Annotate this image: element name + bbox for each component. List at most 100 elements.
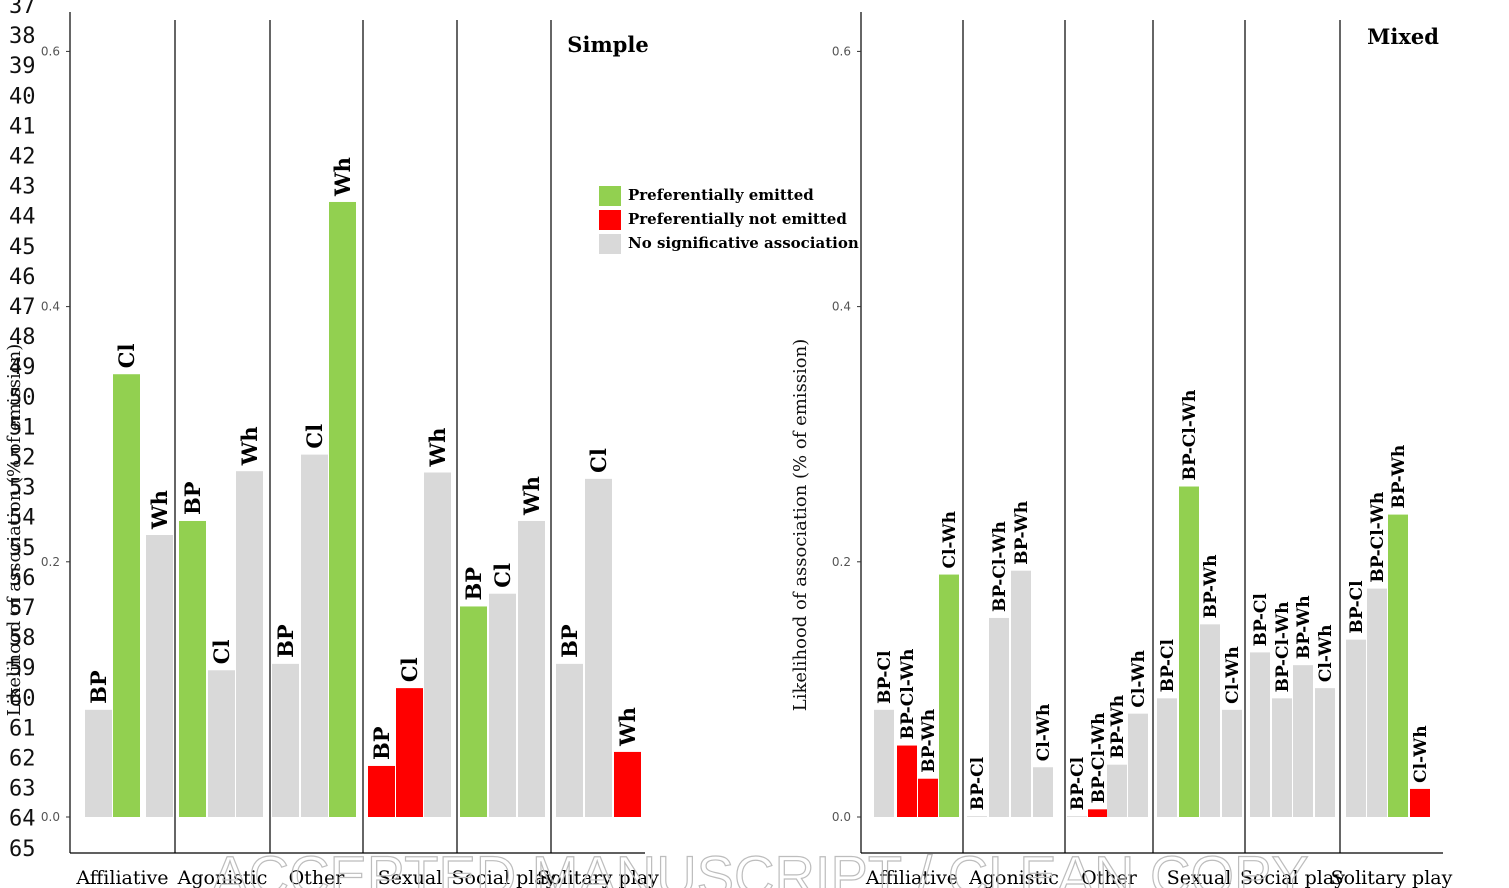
bar (989, 617, 1009, 817)
bar-label: BP-Cl-Wh (1368, 492, 1388, 583)
bar-label: BP-Wh (1201, 555, 1221, 619)
bar-label: BP-Cl (875, 650, 895, 704)
bar (113, 374, 140, 817)
bar-label: Wh (615, 707, 640, 747)
line-number: 52 (9, 446, 36, 471)
line-number: 43 (9, 175, 36, 200)
bar (1410, 788, 1430, 817)
bar (85, 709, 112, 817)
bar (1272, 698, 1292, 817)
bar (1367, 588, 1387, 817)
bar-label: BP-Cl-Wh (990, 521, 1010, 612)
bar (1033, 767, 1053, 817)
bar (329, 201, 356, 817)
category-label: Other (1081, 867, 1138, 888)
bar (897, 745, 917, 817)
bar (556, 663, 583, 817)
bar-label: BP-Cl-Wh (1180, 390, 1200, 481)
bar (1293, 665, 1313, 817)
category-label: Other (289, 867, 346, 888)
mixed-chart: 0.0 0.2 0.4 0.6 Likelihood of association (%… (790, 12, 1453, 888)
line-number: 58 (9, 626, 36, 651)
bar-label: BP-Wh (919, 709, 939, 773)
bar-label: BP (273, 624, 298, 658)
bar (967, 816, 987, 817)
bar-label: Cl (302, 424, 327, 449)
bar-label: Cl-Wh (1129, 650, 1149, 708)
y-tick-label: 0.6 (832, 44, 851, 58)
bar-label: Cl-Wh (1223, 646, 1243, 704)
line-number: 42 (9, 145, 36, 170)
line-number: 54 (9, 506, 36, 531)
category-label: Solitary play (1331, 867, 1453, 888)
category-label: Agonistic (177, 867, 268, 888)
legend-swatch (599, 186, 621, 206)
bar-label: Wh (519, 476, 544, 516)
bar (460, 606, 487, 817)
bar-label: Cl-Wh (1034, 704, 1054, 762)
line-number: 44 (9, 205, 36, 230)
bar (939, 574, 959, 817)
line-number: 53 (9, 476, 36, 501)
bar-label: Cl (490, 563, 515, 588)
y-tick-label: 0.2 (832, 555, 851, 569)
bar-label: BP (180, 481, 205, 515)
line-number: 37 (9, 0, 36, 19)
y-tick-label: 0.2 (41, 555, 60, 569)
category-label: Affiliative (865, 867, 958, 888)
y-tick-label: 0.0 (41, 810, 60, 824)
bar-label: BP-Cl (968, 756, 988, 810)
bar-label: BP-Wh (1012, 501, 1032, 565)
line-number: 50 (9, 385, 36, 410)
bar (614, 751, 641, 817)
simple-chart: 0.0 0.2 0.4 0.6 Likelihood of association (%… (4, 12, 659, 888)
line-number: 63 (9, 777, 36, 802)
line-number: 47 (9, 295, 36, 320)
line-number: 39 (9, 54, 36, 79)
bar-label: Wh (425, 428, 450, 468)
line-number: 59 (9, 656, 36, 681)
bar-label: BP-Cl (1068, 756, 1088, 810)
bar-label: BP-Wh (1294, 595, 1314, 659)
bar-label: BP-Cl (1251, 593, 1271, 647)
bar-label: Cl (397, 657, 422, 682)
y-tick-label: 0.6 (41, 44, 60, 58)
bar (874, 709, 894, 817)
chart-title: Mixed (1367, 24, 1439, 49)
bar (918, 778, 938, 817)
line-number: 45 (9, 235, 36, 260)
line-number: 48 (9, 325, 36, 350)
bar (1388, 514, 1408, 817)
bar-label: Wh (330, 157, 355, 197)
bar (179, 520, 206, 817)
bar (1346, 639, 1366, 817)
bar (1179, 486, 1199, 817)
bar (1250, 652, 1270, 817)
bar-label: BP-Wh (1389, 445, 1409, 509)
line-number: 56 (9, 566, 36, 591)
category-label: Social play (1240, 867, 1345, 888)
category-label: Sexual (378, 867, 443, 888)
bar (272, 663, 299, 817)
bar (1011, 570, 1031, 817)
line-number: 61 (9, 716, 36, 741)
category-label: Affiliative (75, 867, 168, 888)
bar (1200, 624, 1220, 817)
line-number: 51 (9, 415, 36, 440)
bar-label: BP-Wh (1108, 695, 1128, 759)
bar (368, 765, 395, 817)
bar-label: BP-Cl-Wh (1089, 713, 1109, 804)
bar-label: BP-Cl (1347, 580, 1367, 634)
line-number: 60 (9, 686, 36, 711)
watermark-text: ACCEPTED MANUSCRIPT / CLEAN COPY (211, 844, 1308, 888)
line-number: 55 (9, 536, 36, 561)
legend-swatch (599, 210, 621, 230)
bar (1088, 809, 1108, 817)
bar-label: Cl-Wh (1411, 725, 1431, 783)
bar-label: Wh (237, 426, 262, 466)
line-number: 38 (9, 24, 36, 49)
bar-label: Cl-Wh (940, 511, 960, 569)
bar (1107, 764, 1127, 817)
line-number: 40 (9, 84, 36, 109)
